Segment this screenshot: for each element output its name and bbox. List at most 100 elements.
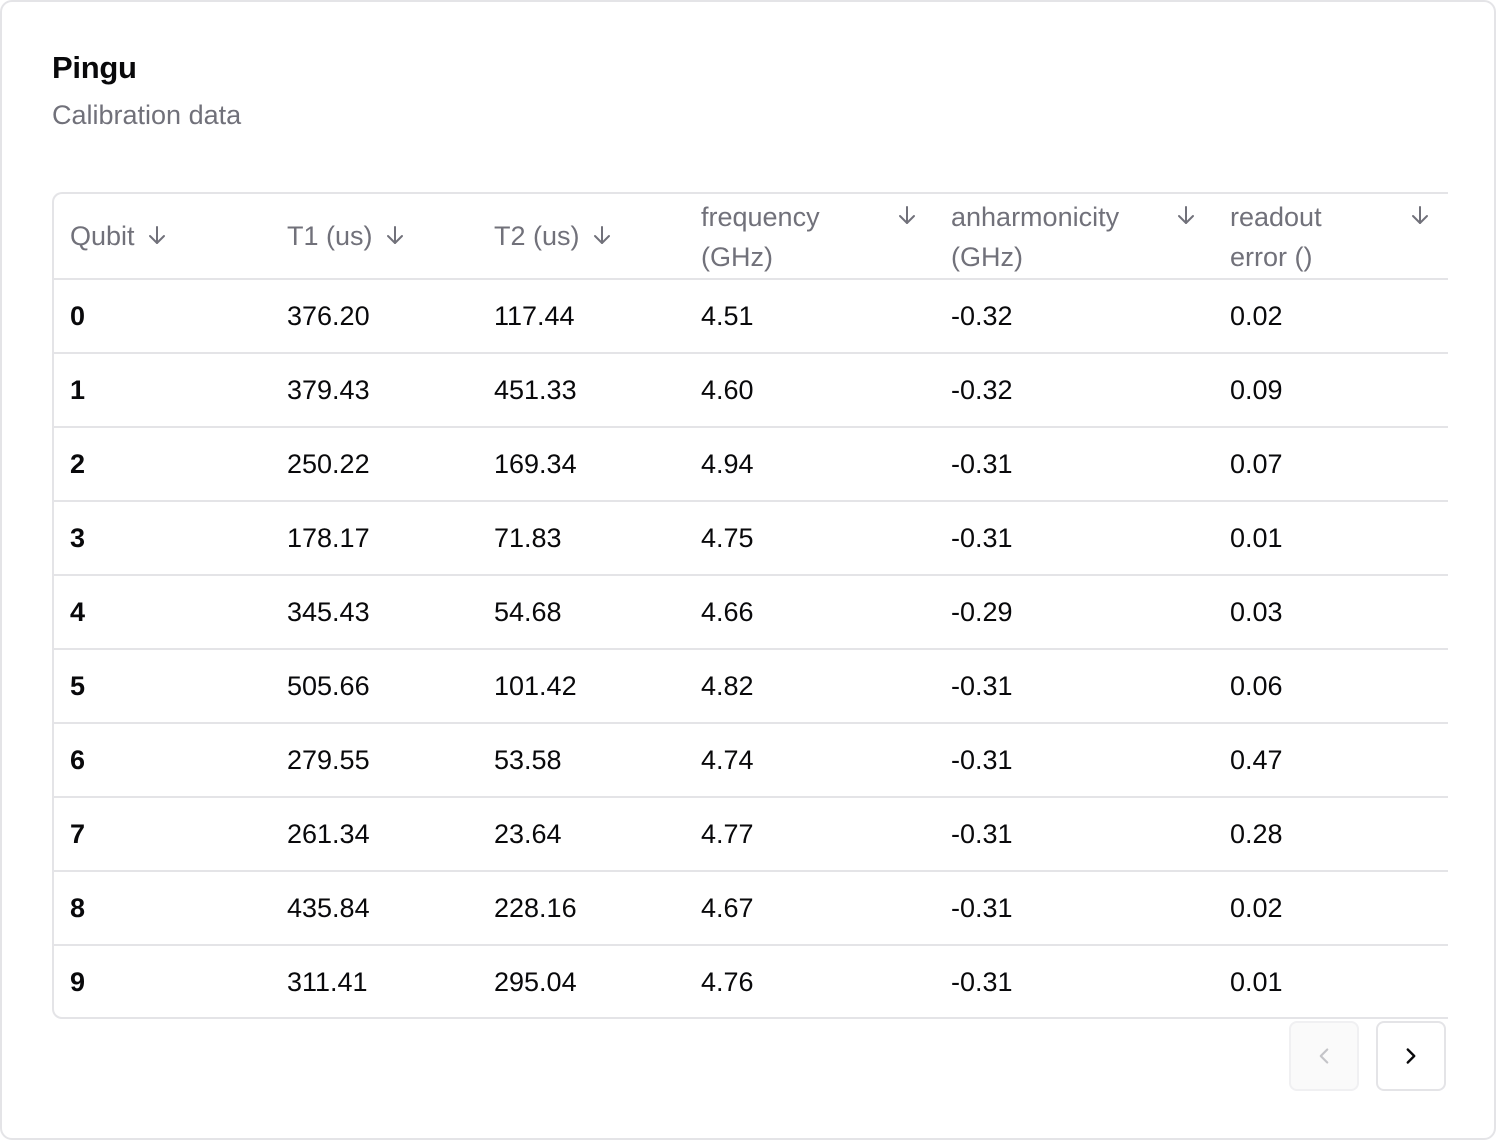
t1-cell: 261.34 — [287, 818, 370, 849]
calibration-table-container: Qubit T1 (us) T2 (us) frequency (GHz) an… — [52, 192, 1448, 1019]
column-header-t2[interactable]: T2 (us) — [478, 194, 685, 279]
frequency-cell: 4.60 — [701, 374, 754, 405]
t1-cell: 345.43 — [287, 596, 370, 627]
column-header-label: frequency (GHz) — [701, 202, 820, 272]
arrow-down-icon — [386, 226, 403, 244]
table-row: 1 379.43 451.33 4.60 -0.32 0.09 — [54, 353, 1448, 427]
t2-cell: 101.42 — [494, 670, 577, 701]
column-header-readout-error[interactable]: readout error () — [1214, 194, 1448, 279]
previous-page-button[interactable] — [1289, 1021, 1359, 1091]
table-row: 8 435.84 228.16 4.67 -0.31 0.02 — [54, 871, 1448, 945]
table-row: 4 345.43 54.68 4.66 -0.29 0.03 — [54, 575, 1448, 649]
qubit-cell: 7 — [70, 818, 86, 849]
t2-cell: 169.34 — [494, 448, 577, 479]
t2-cell: 295.04 — [494, 967, 577, 997]
chevron-right-icon — [1406, 1048, 1416, 1064]
table-row: 6 279.55 53.58 4.74 -0.31 0.47 — [54, 723, 1448, 797]
t2-cell: 451.33 — [494, 374, 577, 405]
frequency-cell: 4.74 — [701, 744, 754, 775]
column-header-label: Qubit — [70, 221, 135, 251]
table-row: 7 261.34 23.64 4.77 -0.31 0.28 — [54, 797, 1448, 871]
anharmonicity-cell: -0.31 — [951, 522, 1013, 553]
column-header-label: T1 (us) — [287, 221, 373, 251]
next-page-button[interactable] — [1376, 1021, 1446, 1091]
t1-cell: 279.55 — [287, 744, 370, 775]
header-row: Qubit T1 (us) T2 (us) frequency (GHz) an… — [54, 194, 1448, 279]
qubit-cell: 9 — [70, 967, 86, 997]
t1-cell: 178.17 — [287, 522, 370, 553]
qubit-cell: 0 — [70, 300, 86, 331]
t1-cell: 435.84 — [287, 892, 370, 923]
t2-cell: 54.68 — [494, 596, 562, 627]
frequency-cell: 4.66 — [701, 596, 754, 627]
frequency-cell: 4.75 — [701, 522, 754, 553]
table-row: 9 311.41 295.04 4.76 -0.31 0.01 — [54, 945, 1448, 1017]
arrow-down-icon — [1178, 206, 1194, 224]
column-header-label: anharmonicity (GHz) — [951, 202, 1120, 272]
anharmonicity-cell: -0.32 — [951, 300, 1013, 331]
qubit-cell: 6 — [70, 744, 86, 775]
table-row: 2 250.22 169.34 4.94 -0.31 0.07 — [54, 427, 1448, 501]
t2-cell: 228.16 — [494, 892, 577, 923]
qubit-cell: 8 — [70, 892, 86, 923]
readout-error-cell: 0.06 — [1230, 670, 1283, 701]
anharmonicity-cell: -0.31 — [951, 818, 1013, 849]
anharmonicity-cell: -0.31 — [951, 448, 1013, 479]
column-header-anharmonicity[interactable]: anharmonicity (GHz) — [935, 194, 1214, 279]
t1-cell: 250.22 — [287, 448, 370, 479]
arrow-down-icon — [899, 206, 915, 224]
t1-cell: 379.43 — [287, 374, 370, 405]
anharmonicity-cell: -0.32 — [951, 374, 1013, 405]
column-header-label: readout error () — [1230, 202, 1322, 272]
qubit-cell: 2 — [70, 448, 86, 479]
readout-error-cell: 0.47 — [1230, 744, 1283, 775]
qubit-cell: 3 — [70, 522, 86, 553]
readout-error-cell: 0.02 — [1230, 300, 1283, 331]
column-header-frequency[interactable]: frequency (GHz) — [685, 194, 935, 279]
qubit-cell: 4 — [70, 596, 86, 627]
readout-error-cell: 0.07 — [1230, 448, 1283, 479]
anharmonicity-cell: -0.31 — [951, 967, 1013, 997]
table-row: 5 505.66 101.42 4.82 -0.31 0.06 — [54, 649, 1448, 723]
readout-error-cell: 0.09 — [1230, 374, 1283, 405]
column-header-label: T2 (us) — [494, 221, 580, 251]
arrow-down-icon — [593, 226, 610, 244]
t1-cell: 311.41 — [287, 967, 368, 997]
t2-cell: 117.44 — [494, 300, 575, 331]
anharmonicity-cell: -0.29 — [951, 596, 1013, 627]
anharmonicity-cell: -0.31 — [951, 744, 1013, 775]
qubit-cell: 5 — [70, 670, 86, 701]
frequency-cell: 4.77 — [701, 818, 754, 849]
frequency-cell: 4.76 — [701, 967, 754, 997]
t2-cell: 71.83 — [494, 522, 562, 553]
frequency-cell: 4.67 — [701, 892, 754, 923]
arrow-down-icon — [148, 226, 165, 244]
table-body: 0 376.20 117.44 4.51 -0.32 0.02 1 379.43 451.33 4… — [54, 279, 1448, 1017]
frequency-cell: 4.94 — [701, 448, 754, 479]
anharmonicity-cell: -0.31 — [951, 892, 1013, 923]
t1-cell: 376.20 — [287, 300, 370, 331]
readout-error-cell: 0.01 — [1230, 967, 1283, 997]
column-header-t1[interactable]: T1 (us) — [271, 194, 478, 279]
column-header-qubit[interactable]: Qubit — [54, 194, 271, 279]
chevron-left-icon — [1319, 1048, 1329, 1064]
readout-error-cell: 0.03 — [1230, 596, 1283, 627]
frequency-cell: 4.51 — [701, 300, 754, 331]
anharmonicity-cell: -0.31 — [951, 670, 1013, 701]
t2-cell: 23.64 — [494, 818, 562, 849]
calibration-table: Qubit T1 (us) T2 (us) frequency (GHz) an… — [54, 194, 1448, 1017]
readout-error-cell: 0.28 — [1230, 818, 1283, 849]
t2-cell: 53.58 — [494, 744, 562, 775]
table-row: 3 178.17 71.83 4.75 -0.31 0.01 — [54, 501, 1448, 575]
readout-error-cell: 0.02 — [1230, 892, 1283, 923]
t1-cell: 505.66 — [287, 670, 370, 701]
card-subtitle: Calibration data — [52, 100, 242, 130]
qubit-cell: 1 — [70, 374, 86, 405]
frequency-cell: 4.82 — [701, 670, 754, 701]
card-title: Pingu — [52, 50, 137, 85]
readout-error-cell: 0.01 — [1230, 522, 1283, 553]
table-header: Qubit T1 (us) T2 (us) frequency (GHz) an… — [54, 194, 1448, 279]
arrow-down-icon — [1412, 206, 1428, 224]
table-row: 0 376.20 117.44 4.51 -0.32 0.02 — [54, 279, 1448, 353]
